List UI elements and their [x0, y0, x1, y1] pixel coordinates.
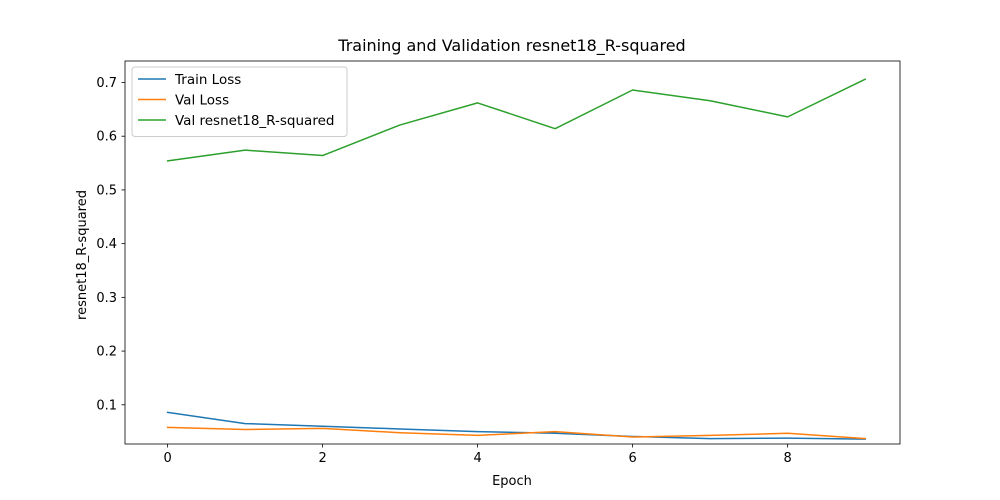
- legend-label-0: Train Loss: [174, 72, 241, 88]
- y-tick-label: 0.6: [96, 130, 117, 145]
- legend-label-2: Val resnet18_R-squared: [175, 113, 334, 129]
- x-tick-label: 0: [163, 451, 171, 466]
- y-tick-label: 0.3: [96, 291, 117, 306]
- legend-box: [131, 66, 348, 137]
- y-tick-label: 0.5: [96, 183, 117, 198]
- series-line-0: [166, 411, 866, 440]
- series-line-1: [166, 426, 866, 440]
- x-tick-label: 8: [783, 451, 791, 466]
- chart-title: Training and Validation resnet18_R-squar…: [337, 36, 685, 56]
- y-tick-label: 0.7: [96, 76, 117, 91]
- y-axis-label: resnet18_R-squared: [75, 190, 90, 320]
- y-tick-label: 0.1: [96, 398, 117, 413]
- x-tick-label: 2: [318, 451, 326, 466]
- x-tick-label: 4: [473, 451, 481, 466]
- x-tick-label: 6: [628, 451, 636, 466]
- legend: Train Loss Val Loss Val resnet18_R-squared: [131, 66, 348, 137]
- y-tick-label: 0.2: [96, 345, 117, 360]
- legend-label-1: Val Loss: [175, 93, 229, 109]
- plot-area: 0 2 4 6 8 0.1 0.2 0.3 0.4 0.5 0.6 0.7: [96, 60, 901, 466]
- series-line-2: [166, 78, 867, 162]
- y-tick-label: 0.4: [96, 237, 117, 252]
- axes-frame: [124, 60, 901, 445]
- x-axis-label: Epoch: [492, 474, 532, 489]
